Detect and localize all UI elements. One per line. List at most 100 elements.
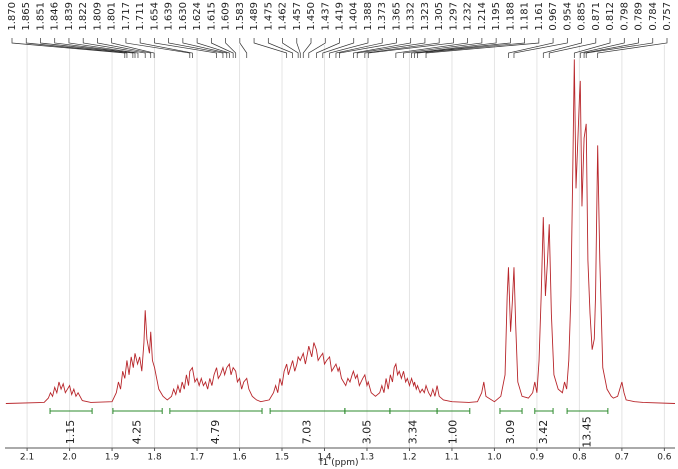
peak-connector [225, 38, 237, 58]
peak-connector [11, 38, 126, 58]
peak-connector [395, 38, 469, 58]
peak-label: 1.161 [534, 2, 545, 31]
peak-connector [548, 38, 597, 58]
peak-label: 1.609 [221, 2, 232, 31]
peak-label: 1.846 [50, 2, 61, 31]
peak-connector [339, 38, 397, 58]
peak-label: 1.232 [463, 2, 474, 31]
peak-label: 1.388 [363, 2, 374, 31]
peak-label: 1.654 [149, 2, 160, 31]
peak-label: 1.839 [64, 2, 75, 31]
peak-connector [302, 38, 312, 58]
peak-label: 1.373 [377, 2, 388, 31]
integral-label: 13.45 [580, 416, 593, 448]
peak-label: 0.789 [634, 2, 645, 31]
peak-connector [579, 38, 625, 58]
peak-connector [253, 38, 288, 58]
x-tick-label: 0.9 [530, 453, 545, 463]
peak-label: 1.332 [406, 2, 417, 31]
peak-connector [82, 38, 146, 58]
integral-label: 3.34 [407, 420, 420, 445]
peak-connector [513, 38, 568, 58]
x-tick-label: 1.1 [445, 453, 459, 463]
x-tick-label: 2.0 [62, 453, 77, 463]
peak-label: 1.437 [320, 2, 331, 31]
peak-label: 1.870 [7, 2, 18, 31]
peak-connector [364, 38, 440, 58]
x-tick-label: 2.1 [20, 453, 34, 463]
peak-label: 1.809 [92, 2, 103, 31]
peak-connector [267, 38, 293, 58]
peak-label: 1.717 [121, 2, 132, 31]
peak-label: 1.323 [420, 2, 431, 31]
x-axis-title: f1 (ppm) [320, 458, 359, 468]
peak-label: 1.188 [505, 2, 516, 31]
peak-connector [97, 38, 152, 58]
x-tick-label: 0.7 [615, 453, 629, 463]
peak-label: 1.195 [491, 2, 502, 31]
peak-connector [282, 38, 299, 58]
peak-label: 1.462 [278, 2, 289, 31]
peak-connector [425, 38, 540, 58]
peak-connector [316, 38, 340, 58]
integral-label: 3.05 [360, 420, 373, 445]
peak-label: 1.365 [391, 2, 402, 31]
peak-connector [356, 38, 426, 58]
peak-connector [168, 38, 224, 58]
x-tick-label: 1.3 [360, 453, 374, 463]
x-tick-label: 1.2 [402, 453, 416, 463]
peak-connector [296, 38, 301, 58]
peak-label: 1.181 [520, 2, 531, 31]
peak-connector [335, 38, 383, 58]
peak-connector [403, 38, 483, 58]
peak-connector [353, 38, 412, 58]
peak-connector [411, 38, 497, 58]
peak-connector [573, 38, 611, 58]
peak-connector [111, 38, 155, 58]
peak-connector [196, 38, 230, 58]
peak-label: 1.305 [434, 2, 445, 31]
peak-connector [322, 38, 355, 58]
peak-connector [597, 38, 668, 58]
peak-label: 1.583 [235, 2, 246, 31]
peak-label: 1.404 [349, 2, 360, 31]
integral-label: 3.42 [537, 420, 550, 445]
integral-label: 4.25 [131, 420, 144, 445]
integral-label: 4.79 [209, 420, 222, 445]
peak-label: 1.419 [335, 2, 346, 31]
peak-connector [210, 38, 234, 58]
peak-connector [308, 38, 326, 58]
peak-connector [182, 38, 228, 58]
peak-connector [125, 38, 191, 58]
peak-label: 0.871 [591, 2, 602, 31]
x-tick-label: 1.5 [275, 453, 289, 463]
peak-connector [68, 38, 139, 58]
peak-connector [139, 38, 193, 58]
peak-label: 1.624 [192, 2, 203, 31]
x-tick-label: 1.4 [317, 453, 332, 463]
x-tick-label: 1.6 [232, 453, 247, 463]
peak-connector [54, 38, 136, 58]
integral-label: 1.15 [64, 420, 77, 445]
peak-label: 0.757 [662, 2, 673, 31]
x-tick-label: 1.9 [105, 453, 120, 463]
peak-label: 0.967 [548, 2, 559, 31]
x-tick-label: 0.6 [657, 453, 672, 463]
x-tick-label: 1.7 [190, 453, 204, 463]
peak-label: 0.812 [605, 2, 616, 31]
peak-label: 1.865 [21, 2, 32, 31]
peak-label: 1.851 [35, 2, 46, 31]
peak-label: 1.639 [164, 2, 175, 31]
peak-connector [239, 38, 248, 58]
peak-label: 1.822 [78, 2, 89, 31]
peak-label: 1.630 [178, 2, 189, 31]
peak-connector [154, 38, 217, 58]
peak-connector [25, 38, 128, 58]
peak-label: 0.954 [562, 2, 573, 31]
peak-label: 1.615 [206, 2, 217, 31]
peak-label: 1.297 [448, 2, 459, 31]
x-tick-label: 1.8 [147, 453, 162, 463]
peak-connector [585, 38, 654, 58]
peak-label: 0.885 [577, 2, 588, 31]
